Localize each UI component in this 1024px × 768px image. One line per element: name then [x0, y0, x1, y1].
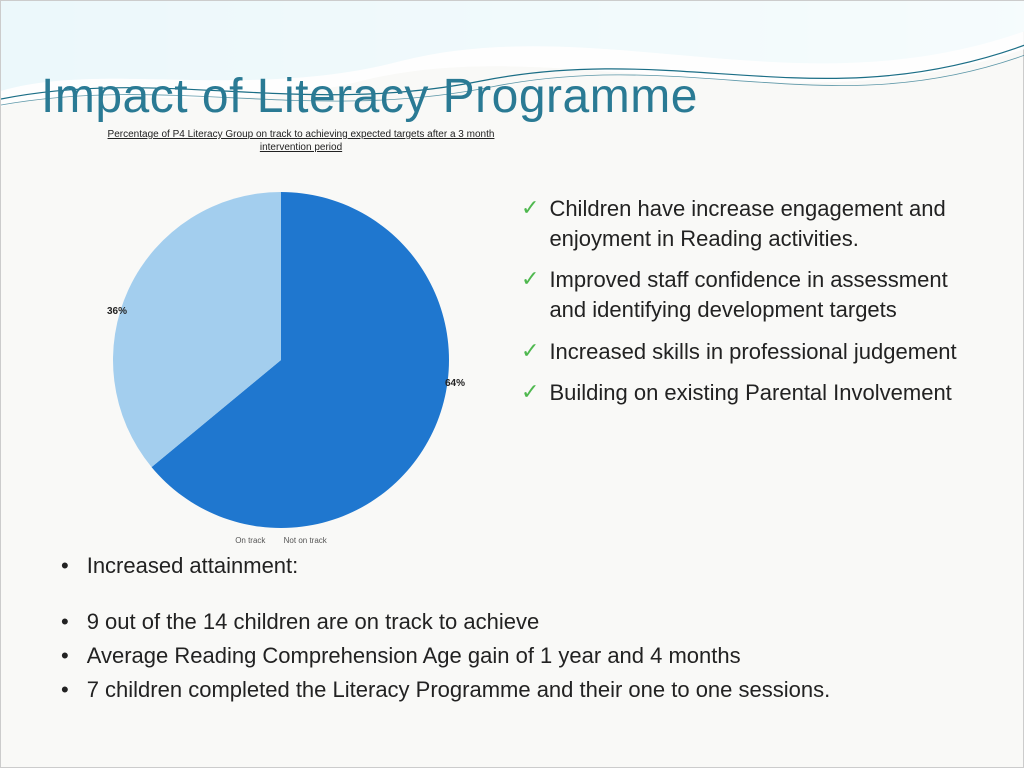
slide-content: Impact of Literacy Programme Percentage … — [1, 1, 1023, 735]
pie-chart: 36% 64% — [111, 190, 451, 530]
bullet-gap — [61, 587, 983, 601]
bullet-icon: • — [61, 553, 69, 579]
legend-item-1: Not on track — [284, 536, 327, 545]
chart-column: 36% 64% On track Not on track — [41, 172, 521, 545]
bullet-item: • Average Reading Comprehension Age gain … — [61, 643, 983, 669]
checklist: ✓ Children have increase engagement and e… — [521, 194, 973, 408]
bullet-icon: • — [61, 609, 69, 635]
text-column: ✓ Children have increase engagement and e… — [521, 172, 983, 545]
main-row: 36% 64% On track Not on track ✓ Children … — [41, 172, 983, 545]
checklist-item: ✓ Building on existing Parental Involveme… — [521, 378, 973, 408]
check-icon: ✓ — [521, 265, 539, 294]
checklist-item: ✓ Increased skills in professional judgem… — [521, 337, 973, 367]
checklist-item: ✓ Children have increase engagement and e… — [521, 194, 973, 253]
bullet-text: 9 out of the 14 children are on track to… — [87, 609, 540, 635]
pie-legend: On track Not on track — [41, 536, 521, 545]
checklist-text: Children have increase engagement and en… — [549, 194, 973, 253]
bullet-text: 7 children completed the Literacy Progra… — [87, 677, 831, 703]
legend-item-0: On track — [235, 536, 265, 545]
checklist-text: Improved staff confidence in assessment … — [549, 265, 973, 324]
pie-label-36: 36% — [107, 306, 127, 317]
pie-label-64: 64% — [445, 378, 465, 389]
bullet-text: Increased attainment: — [87, 553, 299, 579]
page-title: Impact of Literacy Programme — [41, 69, 983, 124]
bullet-text: Average Reading Comprehension Age gain o… — [87, 643, 741, 669]
chart-caption: Percentage of P4 Literacy Group on track… — [81, 128, 521, 154]
bullet-icon: • — [61, 643, 69, 669]
checklist-text: Increased skills in professional judgeme… — [549, 337, 956, 367]
check-icon: ✓ — [521, 337, 539, 366]
bullet-lead: • Increased attainment: — [61, 553, 983, 579]
check-icon: ✓ — [521, 378, 539, 407]
check-icon: ✓ — [521, 194, 539, 223]
checklist-item: ✓ Improved staff confidence in assessment… — [521, 265, 973, 324]
bottom-bullets: • Increased attainment: • 9 out of the 14 … — [41, 553, 983, 703]
bullet-item: • 9 out of the 14 children are on track t… — [61, 609, 983, 635]
checklist-text: Building on existing Parental Involvemen… — [549, 378, 951, 408]
bullet-icon: • — [61, 677, 69, 703]
bullet-item: • 7 children completed the Literacy Progr… — [61, 677, 983, 703]
